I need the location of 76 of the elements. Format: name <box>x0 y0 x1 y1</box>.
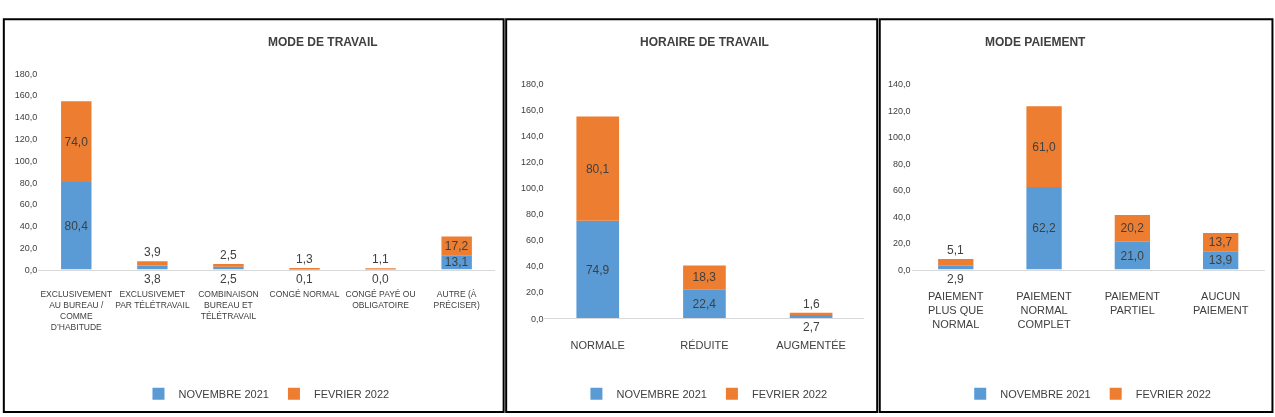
y-tick-label: 100,0 <box>14 155 38 166</box>
y-tick-label: 0,0 <box>898 264 911 275</box>
data-label: 0,1 <box>296 272 314 286</box>
y-tick-label: 180,0 <box>14 68 38 79</box>
x-tick-label: RÉDUITE <box>680 338 729 351</box>
y-tick-label: 40,0 <box>19 221 38 232</box>
y-tick-label: 80,0 <box>525 209 544 220</box>
legend-label: NOVEMBRE 2021 <box>616 387 707 400</box>
data-label: 21,0 <box>1120 248 1145 263</box>
x-tick-label: COMBINAISON BUREAU ET TÉLÉTRAVAIL <box>198 288 259 321</box>
data-label: 18,3 <box>692 270 717 285</box>
data-label: 74,0 <box>64 134 89 149</box>
data-label: 5,1 <box>947 243 965 257</box>
x-tick-label: AUCUN PAIEMENT <box>1192 289 1249 317</box>
data-label: 2,9 <box>947 272 965 286</box>
data-label: 3,8 <box>144 272 162 286</box>
y-tick-label: 120,0 <box>520 157 544 168</box>
data-label: 2,5 <box>220 272 238 286</box>
y-tick-label: 0,0 <box>24 264 38 275</box>
data-label: 62,2 <box>1032 221 1056 236</box>
y-tick-label: 0,0 <box>530 313 544 324</box>
y-tick-label: 140,0 <box>14 112 38 123</box>
x-tick-label: PAIEMENT PARTIEL <box>1104 289 1161 317</box>
y-tick-label: 40,0 <box>525 261 544 272</box>
y-tick-label: 20,0 <box>525 287 544 298</box>
y-tick-label: 20,0 <box>893 238 911 249</box>
data-label: 3,9 <box>144 245 162 259</box>
legend-label: FEVRIER 2022 <box>1135 387 1211 400</box>
data-label: 80,4 <box>64 218 89 233</box>
data-label: 2,7 <box>803 320 821 334</box>
legend-label: FEVRIER 2022 <box>313 387 390 400</box>
y-tick-label: 160,0 <box>14 90 38 101</box>
y-tick-label: 40,0 <box>893 211 911 222</box>
y-tick-label: 60,0 <box>19 199 38 210</box>
legend-label: FEVRIER 2022 <box>751 387 828 400</box>
chart-title: MODE PAIEMENT <box>985 35 1087 49</box>
data-label: 13,1 <box>444 255 469 270</box>
data-label: 61,0 <box>1032 139 1056 154</box>
data-label: 22,4 <box>692 296 717 311</box>
legend-label: NOVEMBRE 2021 <box>1000 387 1091 400</box>
y-tick-label: 80,0 <box>19 177 38 188</box>
legend-label: NOVEMBRE 2021 <box>178 387 269 400</box>
y-tick-label: 100,0 <box>888 132 911 143</box>
data-label: 0,0 <box>372 272 390 286</box>
data-label: 20,2 <box>1120 221 1145 236</box>
data-label: 80,1 <box>585 161 610 176</box>
y-tick-label: 60,0 <box>893 185 911 196</box>
y-tick-label: 60,0 <box>525 235 544 246</box>
y-tick-label: 120,0 <box>888 105 911 116</box>
y-tick-label: 160,0 <box>520 105 544 116</box>
data-label: 74,9 <box>585 262 610 277</box>
y-tick-label: 80,0 <box>893 158 911 169</box>
data-label: 1,1 <box>372 252 390 266</box>
y-tick-label: 20,0 <box>19 242 38 253</box>
x-tick-label: CONGÉ PAYÉ OU OBLIGATOIRE <box>345 288 416 310</box>
data-label: 17,2 <box>444 238 469 253</box>
x-tick-label: CONGÉ NORMAL <box>269 288 340 299</box>
data-label: 13,7 <box>1208 235 1233 250</box>
x-tick-label: PAIEMENT NORMAL COMPLET <box>1016 289 1073 331</box>
data-label: 2,5 <box>220 248 238 262</box>
data-label: 13,9 <box>1208 253 1233 268</box>
x-tick-label: NORMALE <box>570 338 625 351</box>
y-tick-label: 140,0 <box>520 131 544 142</box>
y-tick-label: 180,0 <box>520 79 544 90</box>
x-tick-label: AUGMENTÉE <box>776 338 846 351</box>
x-tick-label: AUTRE (À PRÉCISER) <box>433 288 480 310</box>
x-tick-label: EXCLUSIVEMET PAR TÉLÉTRAVAIL <box>115 288 190 310</box>
y-tick-label: 140,0 <box>888 79 911 90</box>
y-tick-label: 100,0 <box>520 183 544 194</box>
chart-title: MODE DE TRAVAIL <box>268 35 378 49</box>
y-tick-label: 120,0 <box>14 133 38 144</box>
chart-title: HORAIRE DE TRAVAIL <box>640 35 769 49</box>
data-label: 1,6 <box>803 297 821 311</box>
x-tick-label: EXCLUSIVEMENT AU BUREAU / COMME D’HABITUDE <box>40 288 113 332</box>
x-tick-label: PAIEMENT PLUS QUE NORMAL <box>927 289 984 331</box>
data-label: 1,3 <box>296 252 314 266</box>
